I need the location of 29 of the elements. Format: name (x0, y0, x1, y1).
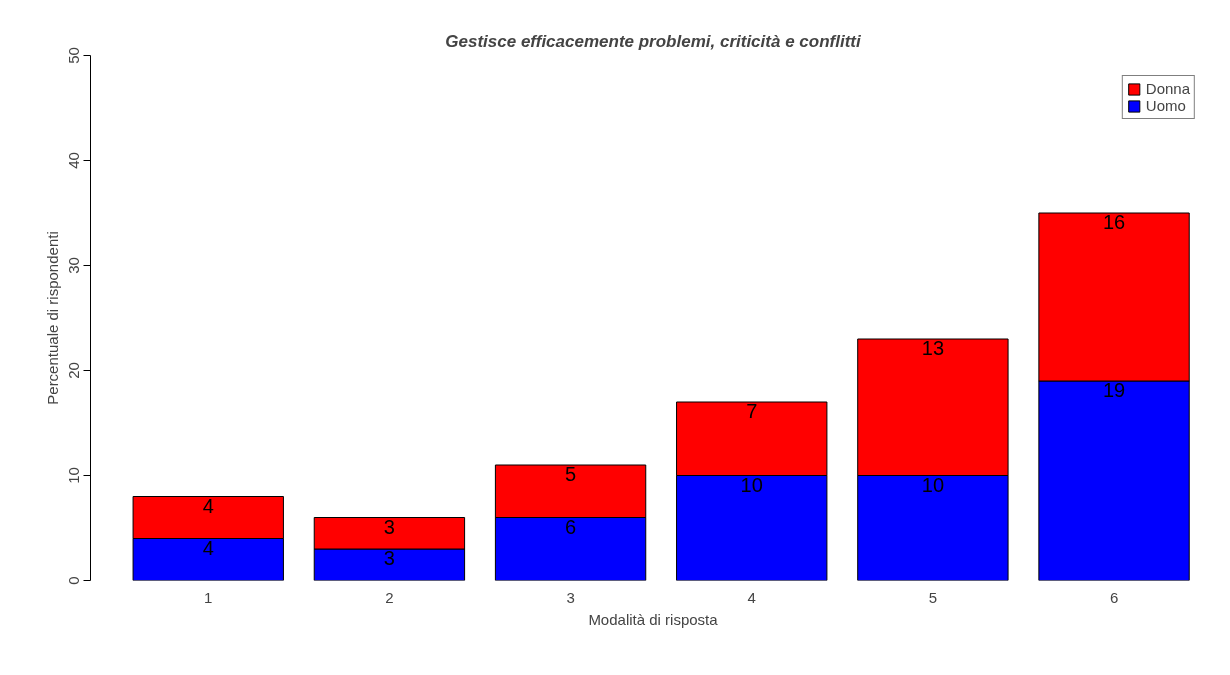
x-tick-label: 2 (385, 588, 394, 606)
data-label: 6 (565, 515, 577, 538)
x-tick-label: 6 (1109, 588, 1119, 606)
y-axis-title: Percentuale di rispondenti (43, 231, 61, 405)
data-label: 3 (383, 515, 395, 538)
data-label: 10 (740, 473, 763, 496)
x-tick-label: 5 (928, 588, 938, 606)
y-tick-label: 20 (64, 362, 82, 379)
x-axis-title: Modalità di risposta (588, 610, 719, 628)
y-tick-label: 30 (64, 257, 82, 274)
data-label: 4 (202, 494, 214, 517)
data-label: 19 (1102, 379, 1126, 401)
y-tick-label: 0 (64, 576, 82, 585)
y-tick-label: 10 (64, 467, 82, 484)
x-tick-label: 4 (747, 588, 756, 606)
data-label: 16 (1102, 211, 1126, 233)
data-label: 13 (921, 337, 945, 359)
y-tick-label: 50 (64, 47, 82, 64)
data-label: 10 (921, 473, 945, 496)
chart-title: Gestisce efficacemente problemi, criticità e conflitti (445, 31, 862, 51)
data-label: 3 (383, 547, 395, 569)
data-label: 4 (202, 536, 214, 559)
y-tick-label: 40 (64, 152, 82, 169)
x-tick-label: 3 (566, 588, 575, 606)
legend-label: Donna (1145, 80, 1190, 97)
x-tick-label: 1 (204, 588, 213, 606)
data-label: 5 (565, 463, 577, 485)
legend-label: Uomo (1145, 97, 1186, 114)
data-label: 7 (746, 400, 758, 422)
